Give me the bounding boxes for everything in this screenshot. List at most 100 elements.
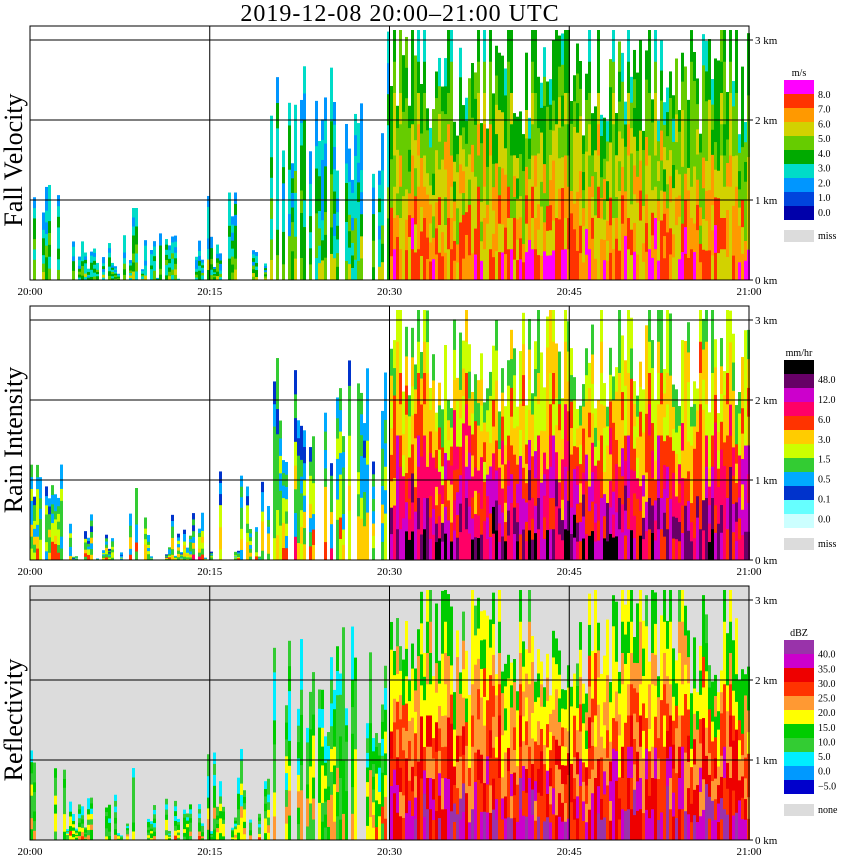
colorbar-unit: dBZ xyxy=(790,628,808,639)
y-tick-label: 3 km xyxy=(755,315,778,327)
chart-title: 2019-12-08 20:00–21:00 UTC xyxy=(240,1,560,27)
colorbar-level: 0.0 xyxy=(818,767,831,778)
x-tick-label: 20:15 xyxy=(197,846,223,858)
colorbar-swatch xyxy=(784,108,814,122)
y-tick-label: 3 km xyxy=(755,35,778,47)
y-axis-label: Reflectivity xyxy=(0,659,28,782)
colorbar-level: 20.0 xyxy=(818,708,836,719)
colorbar-missing-swatch xyxy=(784,230,814,242)
colorbar-swatch xyxy=(784,80,814,94)
x-tick-label: 20:45 xyxy=(557,566,583,578)
colorbar-swatch xyxy=(784,402,814,416)
colorbar-level: −5.0 xyxy=(818,781,836,792)
x-tick-label: 20:00 xyxy=(17,286,43,298)
colorbar-level: 0.0 xyxy=(818,515,831,526)
colorbar-level: 48.0 xyxy=(818,375,836,386)
colorbar-level: 6.0 xyxy=(818,119,831,130)
colorbar-level: 3.0 xyxy=(818,435,831,446)
y-axis-label: Fall Velocity xyxy=(0,93,28,226)
colorbar-level: 5.0 xyxy=(818,134,831,145)
x-tick-label: 20:30 xyxy=(377,286,403,298)
colorbar-swatch xyxy=(784,486,814,500)
colorbar-unit: mm/hr xyxy=(786,348,813,359)
colorbar-swatch xyxy=(784,738,814,752)
colorbar-level: 8.0 xyxy=(818,90,831,101)
colorbar-missing-label: miss xyxy=(818,539,836,550)
colorbar-level: 6.0 xyxy=(818,415,831,426)
colorbar-missing-swatch xyxy=(784,804,814,816)
x-tick-label: 20:15 xyxy=(197,286,223,298)
colorbar-swatch xyxy=(784,122,814,136)
colorbar-swatch xyxy=(784,668,814,682)
colorbar-swatch xyxy=(784,374,814,388)
colorbar-swatch xyxy=(784,192,814,206)
colorbar-level: 3.0 xyxy=(818,164,831,175)
colorbar-level: 7.0 xyxy=(818,105,831,116)
x-tick-label: 20:00 xyxy=(17,846,43,858)
y-tick-label: 1 km xyxy=(755,195,778,207)
y-tick-label: 2 km xyxy=(755,675,778,687)
colorbar-level: 12.0 xyxy=(818,395,836,406)
x-tick-label: 20:45 xyxy=(557,846,583,858)
colorbar-swatch xyxy=(784,416,814,430)
colorbar-swatch xyxy=(784,444,814,458)
plot-frame xyxy=(29,585,750,841)
y-tick-label: 0 km xyxy=(755,555,778,567)
colorbar-swatch xyxy=(784,388,814,402)
colorbar-level: 4.0 xyxy=(818,149,831,160)
echo-texture xyxy=(33,30,750,281)
colorbar-unit: m/s xyxy=(792,68,807,79)
y-tick-label: 1 km xyxy=(755,475,778,487)
echo-texture xyxy=(30,590,750,841)
colorbar-level: 10.0 xyxy=(818,737,836,748)
colorbar-swatch xyxy=(784,164,814,178)
colorbar-level: 40.0 xyxy=(818,650,836,661)
colorbar-swatch xyxy=(784,472,814,486)
colorbar-swatch xyxy=(784,458,814,472)
colorbar-missing-swatch xyxy=(784,538,814,550)
y-tick-label: 3 km xyxy=(755,595,778,607)
x-tick-label: 20:45 xyxy=(557,286,583,298)
colorbar-level: 35.0 xyxy=(818,664,836,675)
x-tick-label: 21:00 xyxy=(736,566,762,578)
colorbar-swatch xyxy=(784,682,814,696)
colorbar-swatch xyxy=(784,360,814,374)
colorbar-level: 1.0 xyxy=(818,193,831,204)
colorbar-swatch xyxy=(784,178,814,192)
colorbar-level: 30.0 xyxy=(818,679,836,690)
panel-3: Reflectivity 20:00 20:15 20:30 20:45 21:000 k… xyxy=(0,585,838,858)
colorbar-level: 2.0 xyxy=(818,178,831,189)
colorbar-swatch xyxy=(784,150,814,164)
colorbar-swatch xyxy=(784,136,814,150)
colorbar: m/s 8.0 7.0 6.0 5.0 4.0 3.0 2.0 1.0 0.0 miss xyxy=(784,68,836,242)
colorbar: mm/hr 48.0 12.0 6.0 3.0 1.5 0.5 0.1 0.0 miss xyxy=(784,348,836,550)
x-tick-label: 20:15 xyxy=(197,566,223,578)
colorbar-swatch xyxy=(784,654,814,668)
colorbar-level: 0.5 xyxy=(818,475,831,486)
colorbar-level: 1.5 xyxy=(818,455,831,466)
y-tick-label: 0 km xyxy=(755,275,778,287)
plot-frame xyxy=(29,305,750,561)
colorbar-missing-label: none xyxy=(818,805,838,816)
echo-texture xyxy=(30,310,750,561)
colorbar-swatch xyxy=(784,640,814,654)
y-axis-label: Rain Intensity xyxy=(0,367,28,514)
colorbar-swatch xyxy=(784,696,814,710)
colorbar-swatch xyxy=(784,752,814,766)
y-tick-label: 2 km xyxy=(755,395,778,407)
colorbar-level: 5.0 xyxy=(818,752,831,763)
x-tick-label: 20:30 xyxy=(377,566,403,578)
y-tick-label: 1 km xyxy=(755,755,778,767)
x-tick-label: 20:30 xyxy=(377,846,403,858)
y-tick-label: 0 km xyxy=(755,835,778,847)
y-tick-label: 2 km xyxy=(755,115,778,127)
x-tick-label: 21:00 xyxy=(736,286,762,298)
x-tick-label: 20:00 xyxy=(17,566,43,578)
colorbar-swatch xyxy=(784,710,814,724)
colorbar-level: 15.0 xyxy=(818,723,836,734)
colorbar-swatch xyxy=(784,724,814,738)
colorbar-swatch xyxy=(784,206,814,220)
colorbar-swatch xyxy=(784,94,814,108)
